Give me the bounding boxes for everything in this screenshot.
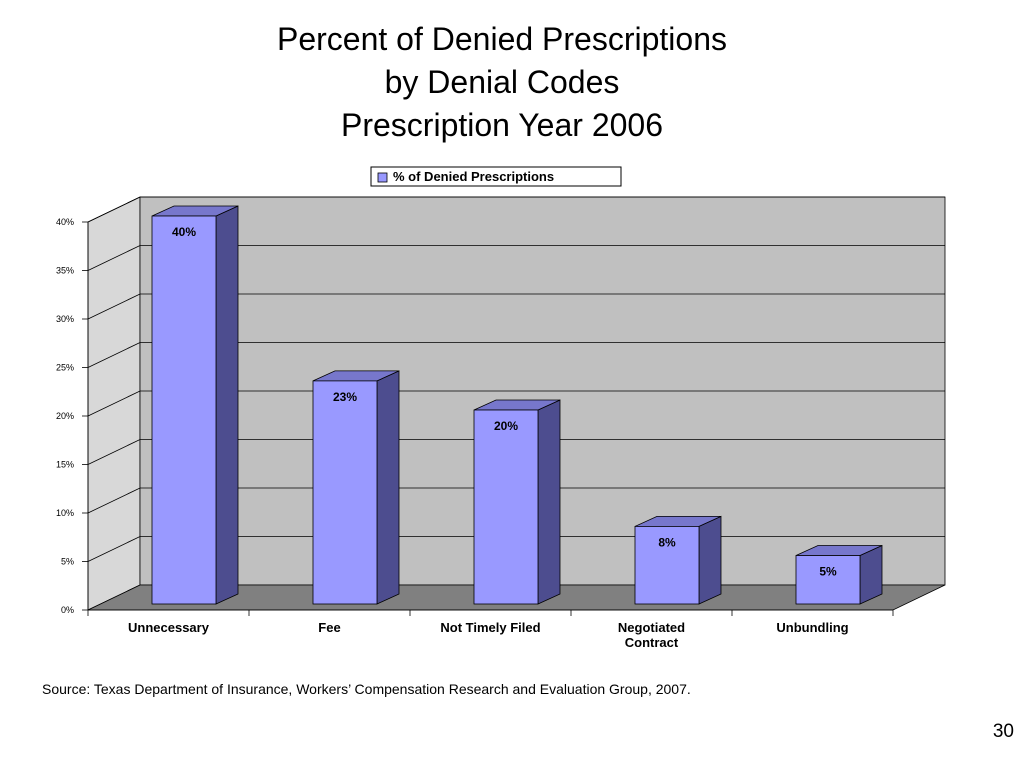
plot-area: 0% 5% 10% 15% 20% 25% 30% 35% 40% 40% Unnecessary 2… bbox=[56, 196, 946, 650]
gridline bbox=[87, 293, 945, 320]
legend: % of Denied Prescriptions bbox=[370, 166, 622, 187]
gridline bbox=[87, 342, 945, 368]
y-tick-label: 15% bbox=[56, 460, 74, 470]
bar-front bbox=[795, 555, 861, 605]
chart-title-line-2: by Denial Codes bbox=[384, 64, 620, 100]
x-category-label: Negotiated bbox=[618, 620, 685, 635]
data-label: 8% bbox=[658, 535, 676, 549]
y-tick-label: 20% bbox=[56, 411, 74, 421]
bar-2: 23% bbox=[312, 370, 400, 605]
legend-box bbox=[370, 166, 622, 187]
x-category-label: Fee bbox=[318, 620, 340, 635]
bar-1: 40% bbox=[151, 205, 239, 605]
x-category-label: Not Timely Filed bbox=[440, 620, 540, 635]
chart-title-line-3: Prescription Year 2006 bbox=[341, 107, 663, 143]
gridline bbox=[87, 487, 945, 514]
y-tick-label: 0% bbox=[61, 605, 74, 615]
y-tick-label: 35% bbox=[56, 266, 74, 276]
bar-side bbox=[376, 370, 400, 605]
y-tick-label: 5% bbox=[61, 557, 74, 567]
chart-title: Percent of Denied Prescriptions by Denia… bbox=[0, 18, 1004, 147]
x-category-label: Unnecessary bbox=[128, 620, 210, 635]
y-tick-label: 30% bbox=[56, 314, 74, 324]
legend-swatch bbox=[377, 172, 388, 183]
bar-side bbox=[215, 205, 239, 605]
y-tick-label: 25% bbox=[56, 363, 74, 373]
y-tick-label: 40% bbox=[56, 217, 74, 227]
data-label: 20% bbox=[494, 419, 518, 433]
bar-chart: % of Denied Prescriptions 0% 5% 10% 15% 20% 2… bbox=[56, 166, 946, 650]
data-label: 40% bbox=[172, 225, 196, 239]
bar-4: 8% bbox=[634, 515, 722, 605]
bar-front bbox=[473, 409, 539, 605]
legend-label: % of Denied Prescriptions bbox=[393, 169, 554, 184]
bar-front bbox=[634, 526, 700, 605]
chart-title-line-1: Percent of Denied Prescriptions bbox=[277, 21, 727, 57]
bar-3: 20% bbox=[473, 399, 561, 605]
bar-side bbox=[698, 515, 722, 605]
y-tick-label: 10% bbox=[56, 508, 74, 518]
source-note: Source: Texas Department of Insurance, W… bbox=[42, 681, 691, 697]
data-label: 23% bbox=[333, 390, 357, 404]
page-number: 30 bbox=[992, 721, 1014, 742]
data-label: 5% bbox=[819, 565, 837, 579]
x-category-label: Unbundling bbox=[776, 620, 848, 635]
x-category-label: Contract bbox=[625, 635, 679, 650]
gridline bbox=[87, 196, 945, 223]
gridline bbox=[87, 439, 945, 465]
gridline bbox=[87, 245, 945, 271]
bar-side bbox=[537, 399, 561, 605]
bar-5: 5% bbox=[795, 544, 883, 605]
bar-front bbox=[312, 380, 378, 605]
gridline bbox=[87, 390, 945, 417]
bar-front bbox=[151, 215, 217, 605]
